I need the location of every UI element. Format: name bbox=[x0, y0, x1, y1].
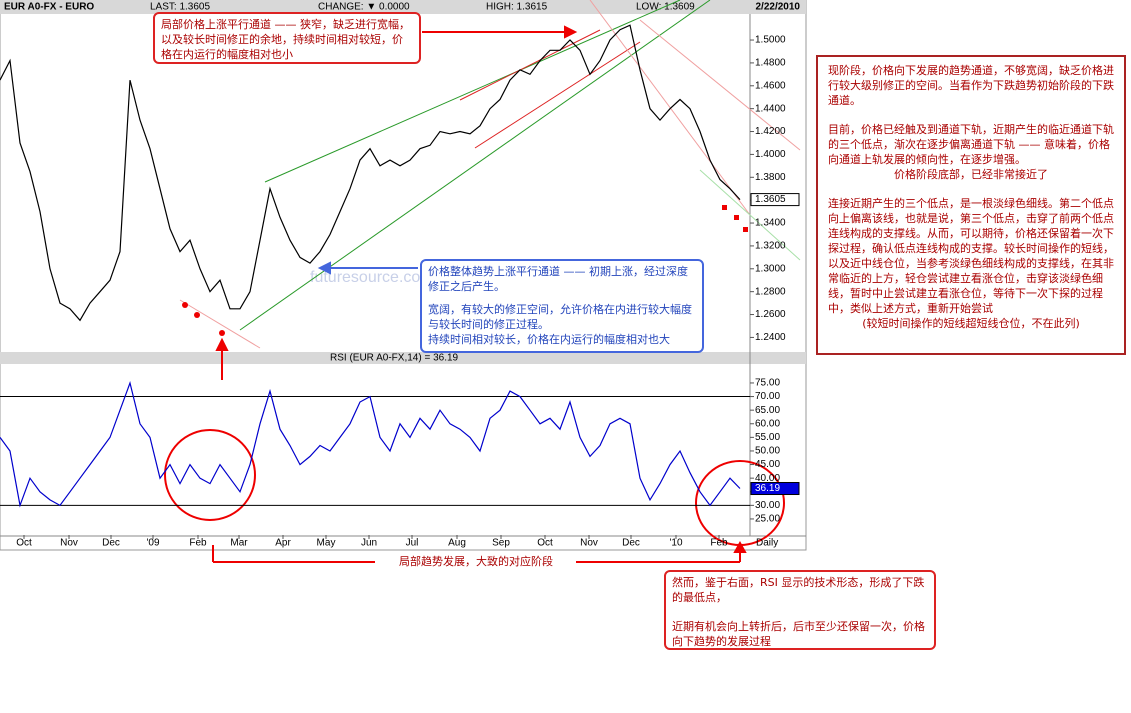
y-tick-label: 1.3000 bbox=[755, 263, 786, 274]
y-tick-label: 1.5000 bbox=[755, 35, 786, 46]
header-bar bbox=[0, 0, 806, 14]
x-tick-label: Nov bbox=[60, 538, 78, 549]
x-tick-label: May bbox=[317, 538, 336, 549]
series-line bbox=[0, 380, 741, 508]
y-tick-label: 1.4600 bbox=[755, 80, 786, 91]
y-tick-label: 50.00 bbox=[755, 446, 780, 457]
rsi-bar bbox=[0, 352, 806, 364]
y-tick-label: 75.00 bbox=[755, 378, 780, 389]
arrowhead bbox=[215, 337, 229, 351]
low: LOW: 1.3609 bbox=[636, 2, 695, 13]
x-tick-label: Sep bbox=[492, 538, 510, 549]
symbol: EUR A0-FX - EURO bbox=[4, 2, 94, 13]
channel-line bbox=[589, 0, 751, 216]
channel-line bbox=[179, 299, 261, 349]
y-tick-label: 1.3800 bbox=[755, 172, 786, 183]
rsi-title: RSI (EUR A0-FX,14) = 36.19 bbox=[330, 353, 459, 364]
note-right: 现阶段，价格向下发展的趋势通道，不够宽阔，缺乏价格进行较大级别修正的空间。当看作… bbox=[816, 55, 1126, 355]
channel-line bbox=[474, 41, 641, 149]
interval-label: Daily bbox=[756, 538, 778, 549]
channel-line bbox=[264, 0, 681, 183]
note-text: 连接近期产生的三个低点，是一根淡绿色细线。第二个低点向上偏离该线，也就是说，第三… bbox=[828, 197, 1114, 315]
circle bbox=[164, 429, 256, 521]
x-tick-label: Feb bbox=[710, 538, 728, 549]
x-tick-label: Oct bbox=[16, 538, 32, 549]
x-tick-label: Dec bbox=[622, 538, 640, 549]
note-text: 然而，鉴于右面，RSI 显示的技术形态，形成了下跌的最低点， bbox=[672, 576, 925, 604]
channel-line bbox=[639, 19, 801, 151]
x-tick-label: '10 bbox=[669, 538, 682, 549]
note-text: (较短时间操作的短线超短线仓位，不在此列) bbox=[862, 317, 1080, 330]
y-tick-label: 40.00 bbox=[755, 473, 780, 484]
note-text: 现阶段，价格向下发展的趋势通道，不够宽阔，缺乏价格进行较大级别修正的空间。当看作… bbox=[828, 64, 1114, 107]
note-bottom-right: 然而，鉴于右面，RSI 显示的技术形态，形成了下跌的最低点， 近期有机会向上转折后… bbox=[664, 570, 936, 650]
y-tick-label: 1.2400 bbox=[755, 332, 786, 343]
circle bbox=[695, 460, 785, 546]
last-value-label: 1.3605 bbox=[755, 194, 786, 205]
dot bbox=[182, 302, 188, 308]
x-tick-label: Mar bbox=[230, 538, 248, 549]
y-tick-label: 55.00 bbox=[755, 432, 780, 443]
x-tick-label: Jun bbox=[361, 538, 377, 549]
dot bbox=[219, 330, 225, 336]
arrowhead bbox=[733, 540, 747, 553]
watermark: futuresource.com bbox=[310, 269, 434, 286]
blue-arrow bbox=[317, 261, 418, 275]
note-middle: 价格整体趋势上涨平行通道 —— 初期上涨，经过深度修正之后产生。 宽阔，有较大的修… bbox=[420, 259, 704, 353]
x-tick-label: Apr bbox=[275, 538, 291, 549]
note-text: 宽阔，有较大的修正空间，允许价格在内进行较大幅度与较长时间的修正过程。 bbox=[428, 303, 692, 331]
x-tick-label: Feb bbox=[189, 538, 207, 549]
high: HIGH: 1.3615 bbox=[486, 2, 548, 13]
note-bottom-mid: 局部趋势发展，大致的对应阶段 bbox=[376, 554, 576, 572]
note-text: 价格阶段底部，已经非常接近了 bbox=[894, 168, 1048, 181]
dot bbox=[743, 227, 748, 232]
arrowhead bbox=[564, 25, 578, 39]
change: CHANGE: ▼ 0.0000 bbox=[318, 2, 410, 13]
y-tick-label: 1.4000 bbox=[755, 149, 786, 160]
y-tick-label: 1.3400 bbox=[755, 218, 786, 229]
last-value-box bbox=[750, 193, 800, 207]
y-tick-label: 1.4200 bbox=[755, 126, 786, 137]
arrows bbox=[164, 25, 785, 563]
x-tick-label: Oct bbox=[537, 538, 553, 549]
y-tick-label: 1.4400 bbox=[755, 103, 786, 114]
last-value-label: 36.19 bbox=[755, 483, 780, 494]
note-text: 持续时间相对较长，价格在内运行的幅度相对也大 bbox=[428, 333, 670, 346]
x-tick-label: Nov bbox=[580, 538, 598, 549]
y-tick-label: 1.4800 bbox=[755, 58, 786, 69]
y-tick-label: 70.00 bbox=[755, 391, 780, 402]
x-tick-label: Jul bbox=[406, 538, 419, 549]
channels bbox=[179, 0, 801, 349]
note-top: 局部价格上涨平行通道 —— 狭窄，缺乏进行宽幅，以及较长时间修正的余地，持续时间… bbox=[153, 12, 421, 64]
x-tick-label: Dec bbox=[102, 538, 120, 549]
series-line bbox=[0, 24, 741, 322]
channel-line bbox=[699, 169, 801, 261]
dot bbox=[722, 205, 727, 210]
x-tick-label: '09 bbox=[146, 538, 159, 549]
y-tick-label: 45.00 bbox=[755, 459, 780, 470]
y-tick-label: 1.3200 bbox=[755, 241, 786, 252]
y-tick-label: 1.2600 bbox=[755, 309, 786, 320]
y-tick-label: 65.00 bbox=[755, 405, 780, 416]
note-text: 局部价格上涨平行通道 —— 狭窄，缺乏进行宽幅，以及较长时间修正的余地，持续时间… bbox=[161, 18, 410, 61]
y-tick-label: 25.00 bbox=[755, 514, 780, 525]
low-dots bbox=[182, 205, 748, 336]
last-value-box bbox=[750, 482, 800, 496]
channel-line bbox=[459, 29, 601, 101]
last: LAST: 1.3605 bbox=[150, 2, 210, 13]
channel-line bbox=[239, 0, 711, 331]
y-tick-label: 60.00 bbox=[755, 418, 780, 429]
arrowhead bbox=[317, 261, 331, 275]
x-tick-label: Aug bbox=[448, 538, 466, 549]
note-text: 目前，价格已经触及到通道下轨，近期产生的临近通道下轨的三个低点，渐次在逐步偏离通… bbox=[828, 123, 1114, 166]
dot bbox=[194, 312, 200, 318]
dot bbox=[734, 215, 739, 220]
note-text: 价格整体趋势上涨平行通道 —— 初期上涨，经过深度修正之后产生。 bbox=[428, 265, 688, 293]
note-text: 近期有机会向上转折后，后市至少还保留一次，价格向下趋势的发展过程 bbox=[672, 620, 925, 648]
y-tick-label: 1.2800 bbox=[755, 286, 786, 297]
y-tick-label: 30.00 bbox=[755, 500, 780, 511]
date: 2/22/2010 bbox=[756, 2, 801, 13]
